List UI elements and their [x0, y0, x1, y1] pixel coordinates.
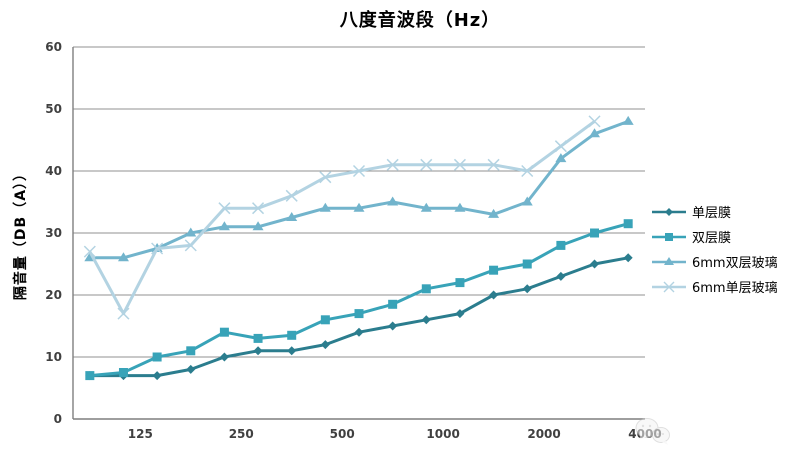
square-marker [219, 327, 229, 337]
wechat-watermark-icon [635, 418, 670, 445]
x-marker [117, 307, 130, 320]
triangle-marker [488, 208, 500, 218]
diamond-marker [665, 207, 673, 216]
x-tick-label: 250 [228, 427, 254, 441]
triangle-marker [353, 202, 365, 212]
x-marker [663, 281, 675, 292]
triangle-marker [117, 252, 129, 262]
x-marker [83, 245, 96, 258]
triangle-marker [420, 202, 432, 212]
square-marker [118, 368, 128, 377]
square-marker [354, 309, 364, 319]
x-marker-icon [652, 281, 686, 292]
diamond-marker [455, 309, 465, 319]
square-marker [665, 232, 673, 241]
x-marker [319, 171, 332, 184]
square-marker [623, 219, 633, 229]
x-marker [151, 242, 164, 255]
legend-item-6mm-single-glass: 6mm单层玻璃 [650, 274, 778, 299]
x-marker [218, 202, 231, 215]
diamond-marker [421, 315, 431, 325]
triangle-marker [664, 256, 674, 265]
x-marker [588, 115, 601, 128]
diamond-marker [186, 364, 196, 374]
triangle-marker [252, 221, 264, 231]
y-tick-label: 10 [45, 350, 62, 364]
square-marker-icon [652, 232, 686, 241]
square-marker [287, 330, 297, 340]
y-tick-label: 20 [45, 288, 62, 302]
triangle-marker-icon [652, 256, 686, 265]
x-marker [184, 239, 197, 252]
x-tick-label: 1000 [426, 427, 460, 441]
legend-label: 单层膜 [692, 206, 732, 221]
triangle-marker [555, 153, 567, 163]
square-marker [421, 284, 431, 294]
x-marker [352, 164, 366, 178]
square-marker [253, 333, 263, 343]
legend-label: 6mm双层玻璃 [692, 256, 778, 271]
diamond-marker [623, 253, 633, 263]
y-tick-label: 40 [45, 164, 62, 178]
triangle-marker [454, 202, 466, 212]
diamond-marker [590, 259, 600, 269]
square-marker [152, 352, 162, 362]
square-marker [522, 259, 532, 269]
diamond-marker [556, 271, 566, 281]
legend-label: 双层膜 [692, 231, 732, 246]
legend-item-single-membrane: 单层膜 [650, 199, 778, 224]
legend-item-double-membrane: 双层膜 [650, 224, 778, 249]
diamond-marker [287, 346, 297, 356]
legend-label: 6mm单层玻璃 [692, 281, 778, 296]
series-line [88, 120, 596, 316]
y-tick-label: 50 [45, 102, 62, 116]
diamond-marker [388, 321, 398, 331]
triangle-marker [218, 221, 230, 231]
triangle-marker [387, 196, 399, 206]
x-marker [420, 158, 433, 171]
square-marker [85, 371, 95, 381]
x-tick-label: 125 [127, 427, 153, 441]
x-marker [554, 140, 567, 153]
square-marker [489, 265, 499, 275]
triangle-marker [589, 128, 601, 138]
square-marker [388, 299, 398, 309]
diamond-marker [320, 340, 330, 350]
y-tick-label: 60 [45, 40, 62, 54]
square-marker [590, 228, 600, 238]
y-tick-label: 30 [45, 226, 62, 240]
diamond-marker-icon [652, 207, 686, 216]
x-marker [521, 164, 534, 178]
triangle-marker [622, 115, 634, 125]
x-marker [252, 202, 265, 215]
triangle-marker [185, 227, 197, 237]
diamond-marker [152, 371, 162, 381]
x-marker [453, 158, 466, 171]
diamond-marker [522, 284, 532, 294]
diamond-marker [354, 327, 364, 337]
x-marker [487, 158, 500, 171]
x-tick-label: 500 [329, 427, 355, 441]
y-tick-label: 0 [53, 412, 62, 426]
triangle-marker [286, 212, 298, 221]
series-line [89, 119, 629, 260]
chart-title: 八度音波段（Hz） [339, 10, 501, 31]
x-tick-label: 2000 [527, 427, 561, 441]
x-marker [386, 158, 399, 171]
square-marker [455, 278, 465, 288]
diamond-marker [489, 290, 499, 300]
x-marker [285, 189, 298, 202]
square-marker [320, 315, 330, 325]
diamond-marker [253, 346, 263, 356]
diamond-marker [219, 352, 229, 362]
triangle-marker [319, 202, 331, 212]
triangle-marker [521, 196, 533, 206]
square-marker [186, 346, 196, 356]
square-marker [556, 240, 566, 250]
legend-item-6mm-double-glass: 6mm双层玻璃 [650, 249, 778, 274]
legend: 单层膜 双层膜 6mm双层玻璃 6mm单层玻璃 [650, 199, 778, 299]
